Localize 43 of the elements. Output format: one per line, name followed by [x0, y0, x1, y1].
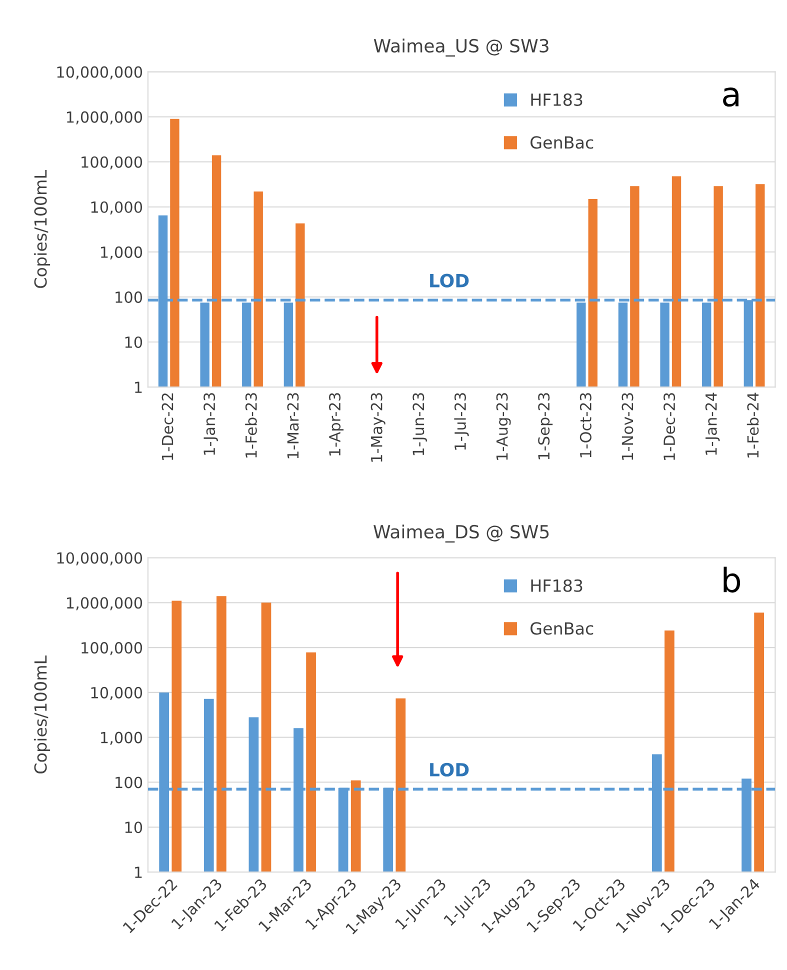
x-tick-label: 1-Jan-23	[204, 393, 218, 455]
chart-title: Waimea_DS @ SW5	[374, 524, 549, 543]
y-tick-label: 100,000	[82, 642, 142, 656]
y-tick-label: 1	[135, 866, 142, 878]
x-tick-label: 1-Aug-23	[496, 393, 511, 460]
y-tick-label: 10,000	[91, 686, 142, 700]
chart-title: Waimea_US @ SW3	[374, 38, 548, 57]
y-tick-label: 1,000,000	[67, 111, 142, 124]
legend-label: GenBac	[530, 622, 594, 635]
y-tick-label: 100	[116, 291, 142, 303]
x-tick-label: 1-Oct-23	[580, 393, 592, 458]
y-tick-label: 1	[135, 382, 142, 393]
annotation: a	[723, 88, 738, 107]
y-tick-label: 1,000	[101, 732, 142, 745]
y-tick-label: 100	[116, 776, 142, 788]
x-tick-label: 1-May-23	[370, 393, 386, 462]
x-tick-label: 1-Jan-24	[705, 392, 720, 455]
y-tick-label: 100,000	[82, 156, 142, 170]
y-axis-title: Copies/100mL	[34, 170, 50, 288]
x-tick-label: 1-Dec-23	[664, 393, 676, 460]
ref-line-label: LOD	[430, 274, 469, 288]
y-tick-label: 1,000,000	[67, 597, 142, 610]
legend-label: HF183	[531, 93, 582, 106]
x-tick-label: 1-Mar-23	[287, 393, 299, 458]
y-tick-label: 10,000,000	[57, 552, 142, 566]
x-tick-label: 1-Feb-24	[746, 392, 759, 458]
ref-line-label: LOD	[430, 762, 469, 777]
x-tick-label: 1-Jun-23	[412, 393, 428, 456]
legend-label: GenBac	[530, 136, 594, 149]
y-tick-label: 10,000	[91, 201, 142, 214]
x-tick-label: 1-Sep-23	[538, 393, 553, 460]
x-tick-label: 1-Jul-23	[454, 393, 469, 450]
x-tick-label: 1-Nov-23	[622, 393, 634, 460]
y-axis-title: Copies/100mL	[34, 656, 50, 774]
y-tick-label: 10	[125, 336, 142, 348]
annotation: b	[724, 566, 740, 593]
x-tick-label: 1-Feb-23	[245, 393, 257, 458]
y-tick-label: 10,000,000	[57, 66, 142, 80]
y-tick-label: 10	[125, 822, 142, 834]
y-tick-label: 1,000	[101, 246, 142, 260]
legend-label: HF183	[531, 579, 582, 592]
x-tick-label: 1-Dec-22	[162, 393, 174, 460]
x-tick-label: 1-Apr-23	[329, 393, 344, 456]
